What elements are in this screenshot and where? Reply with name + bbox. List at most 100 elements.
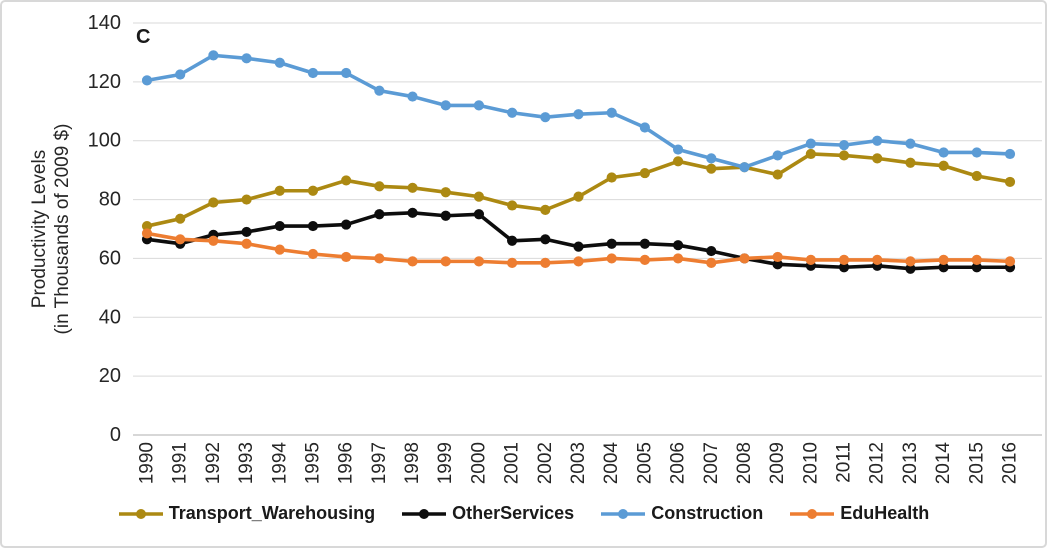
data-point-construction-1990: [141, 75, 153, 86]
data-point-construction-2003: [573, 109, 584, 120]
x-tick-label-2000: 2000: [468, 442, 489, 484]
data-point-eduhealth-1997: [374, 253, 385, 264]
data-point-construction-2005: [639, 122, 650, 133]
data-point-transport_warehousing-2014: [938, 160, 949, 171]
x-tick-label-2002: 2002: [535, 442, 556, 484]
data-point-construction-2002: [540, 112, 551, 123]
data-point-otherservices-2004: [606, 238, 617, 249]
data-point-transport_warehousing-2010: [805, 148, 816, 160]
data-point-otherservices-2000: [473, 209, 485, 220]
x-tick-label-1992: 1992: [203, 442, 224, 484]
legend: Transport_Warehousing OtherServices Constr…: [2, 503, 1045, 524]
y-axis-title-line1: Productivity Levels: [29, 149, 50, 309]
data-point-construction-1995: [307, 67, 319, 79]
x-tick-label-2014: 2014: [933, 442, 954, 485]
data-point-otherservices-2005: [639, 238, 650, 249]
data-point-eduhealth-1996: [341, 251, 352, 263]
data-point-construction-1998: [407, 91, 418, 102]
data-point-otherservices-2009: [772, 259, 783, 270]
x-tick-label-1993: 1993: [236, 442, 257, 484]
data-point-transport_warehousing-2006: [672, 156, 684, 167]
legend-label-construction: Construction: [651, 503, 764, 523]
data-point-construction-2014: [938, 147, 949, 158]
data-point-transport_warehousing-2011: [838, 150, 850, 161]
data-point-transport_warehousing-1995: [307, 185, 319, 196]
legend-label-otherservices: OtherServices: [452, 503, 575, 523]
data-point-otherservices-1999: [440, 210, 451, 221]
x-tick-label-2012: 2012: [867, 442, 888, 484]
data-point-transport_warehousing-2016: [1004, 176, 1016, 188]
data-point-eduhealth-2006: [672, 253, 684, 264]
data-point-transport_warehousing-1998: [407, 182, 418, 193]
data-point-eduhealth-2001: [507, 257, 518, 268]
data-point-eduhealth-2016: [1004, 256, 1016, 267]
data-point-transport_warehousing-1997: [374, 181, 385, 192]
data-point-construction-2011: [838, 140, 850, 151]
x-tick-label-2004: 2004: [601, 442, 622, 485]
x-tick-label-2016: 2016: [1000, 442, 1021, 484]
x-tick-label-1997: 1997: [369, 442, 390, 484]
data-point-eduhealth-2010: [805, 254, 816, 265]
data-point-otherservices-2011: [838, 262, 850, 273]
x-tick-label-2006: 2006: [668, 442, 689, 484]
data-point-eduhealth-2013: [905, 256, 916, 267]
x-tick-label-2013: 2013: [900, 442, 921, 484]
x-tick-label-2005: 2005: [634, 442, 655, 484]
data-point-eduhealth-1999: [440, 256, 451, 267]
y-tick-label-20: 20: [99, 365, 121, 387]
x-tick-label-2008: 2008: [734, 442, 755, 484]
data-point-eduhealth-2012: [872, 254, 883, 265]
data-point-construction-2000: [473, 100, 485, 111]
legend-marker-transport_warehousing: [118, 508, 163, 519]
data-point-transport_warehousing-2003: [573, 191, 584, 202]
data-point-transport_warehousing-1996: [341, 175, 352, 186]
legend-item-eduhealth: EduHealth: [789, 503, 929, 524]
data-point-otherservices-2002: [540, 234, 551, 245]
data-point-eduhealth-2004: [606, 253, 617, 264]
legend-label-transport_warehousing: Transport_Warehousing: [168, 503, 376, 523]
data-point-construction-2016: [1004, 148, 1016, 160]
data-point-construction-1992: [208, 50, 219, 61]
data-point-construction-2008: [739, 162, 750, 173]
data-point-otherservices-2015: [971, 262, 982, 273]
data-point-eduhealth-1990: [141, 228, 153, 239]
x-tick-label-1998: 1998: [402, 442, 423, 484]
panel-label: C: [136, 26, 151, 48]
data-point-eduhealth-2005: [639, 254, 650, 265]
data-point-construction-2012: [872, 135, 883, 146]
x-tick-label-2007: 2007: [701, 442, 722, 484]
data-point-otherservices-2014: [938, 262, 949, 273]
data-point-transport_warehousing-2005: [639, 167, 650, 179]
data-point-construction-1996: [341, 67, 352, 79]
data-point-eduhealth-1995: [307, 248, 319, 260]
data-point-otherservices-2013: [905, 263, 916, 274]
y-tick-label-120: 120: [88, 71, 121, 93]
legend-item-transport_warehousing: Transport_Warehousing: [118, 503, 375, 524]
data-point-eduhealth-1993: [241, 238, 252, 249]
data-point-eduhealth-2015: [971, 254, 982, 265]
data-point-transport_warehousing-1991: [175, 213, 186, 224]
legend-marker-otherservices: [402, 508, 447, 519]
x-tick-label-2010: 2010: [800, 442, 821, 484]
data-point-transport_warehousing-1992: [208, 197, 219, 208]
x-tick-label-2003: 2003: [568, 442, 589, 484]
data-point-otherservices-2001: [507, 235, 518, 246]
x-tick-label-1991: 1991: [170, 442, 191, 484]
data-point-construction-2013: [905, 138, 916, 149]
data-point-transport_warehousing-2009: [772, 169, 783, 180]
y-axis-title-line2: (in Thousands of 2009 $): [52, 123, 73, 335]
data-point-transport_warehousing-2013: [905, 157, 916, 168]
data-point-transport_warehousing-2012: [872, 153, 883, 164]
data-point-eduhealth-1991: [175, 234, 186, 245]
data-point-construction-2009: [772, 150, 783, 161]
data-point-transport_warehousing-2002: [540, 204, 551, 215]
x-tick-label-1999: 1999: [435, 442, 456, 484]
y-tick-label-40: 40: [99, 306, 121, 328]
data-point-construction-2015: [971, 147, 982, 158]
data-point-otherservices-1994: [274, 220, 285, 232]
data-point-eduhealth-1992: [208, 235, 219, 246]
data-point-otherservices-2003: [573, 241, 584, 252]
data-point-transport_warehousing-1994: [274, 185, 285, 196]
data-point-eduhealth-1998: [407, 256, 418, 267]
